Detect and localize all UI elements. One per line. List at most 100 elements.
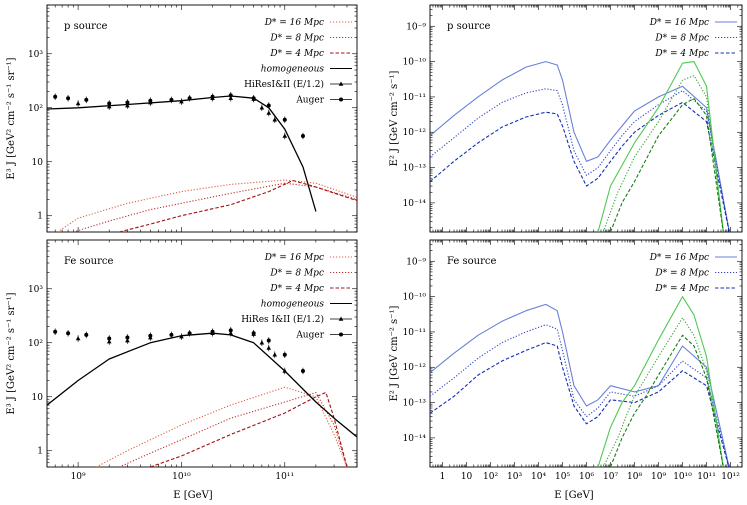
panel-p-source-gamma-flux: 10⁻¹⁴ 10⁻¹³ 10⁻¹² 10⁻¹¹ 10⁻¹⁰ 10⁻⁹ E² J [GeV c… <box>389 4 743 233</box>
x-tick-label: 10⁸ <box>627 472 642 482</box>
y-tick-label: 10⁻¹³ <box>403 399 427 409</box>
y-tick-label: 10 <box>32 158 44 168</box>
y-tick-label: 10⁻¹² <box>403 363 427 373</box>
data-point-auger <box>107 336 112 341</box>
legend-marker <box>339 332 343 337</box>
x-tick-label: 10³ <box>507 472 522 482</box>
data-point-auger <box>84 97 89 102</box>
series-line-d-8-mpc <box>430 324 730 467</box>
legend-marker <box>339 97 343 102</box>
series-line-50c850 <box>597 61 724 232</box>
data-point-auger <box>251 96 256 101</box>
data-point-auger <box>300 368 305 373</box>
x-tick-label: 10⁹ <box>71 472 86 482</box>
y-tick-label: 10³ <box>28 285 43 295</box>
legend-marker <box>338 81 344 86</box>
data-point-auger <box>66 96 71 101</box>
series-line-homogeneous <box>47 95 317 212</box>
data-point-auger <box>125 100 130 105</box>
legend-label: HiResI&II (E/1.2) <box>244 79 324 90</box>
data-point-hires-i-ii-e-1-2 <box>259 340 265 345</box>
data-point-auger <box>148 333 153 338</box>
series-group <box>430 61 730 232</box>
source-label: p source <box>447 21 491 32</box>
series-line-homogeneous <box>47 332 357 438</box>
data-point-hiresi-ii-e-1-2 <box>75 100 81 106</box>
x-tick-label: 1 <box>440 472 446 482</box>
series-line-30a030 <box>602 75 724 232</box>
data-point-auger <box>210 94 215 99</box>
data-point-hires-i-ii-e-1-2 <box>179 334 184 339</box>
x-tick-label: 10⁶ <box>579 472 594 482</box>
data-point-auger <box>125 335 130 340</box>
y-tick-label: 1 <box>37 447 43 457</box>
legend-label: D* = 8 Mpc <box>654 34 709 44</box>
x-axis-label-left: E [GeV] <box>173 490 213 501</box>
series-line-d-16-mpc <box>430 61 730 232</box>
data-point-auger <box>66 331 71 336</box>
plot-frame <box>46 239 358 468</box>
y-tick-label: 10⁻¹⁴ <box>403 434 427 444</box>
data-point-auger <box>187 96 192 101</box>
data-point-auger <box>266 103 271 108</box>
series-line-d-8-mpc <box>73 182 357 232</box>
y-tick-label: 10⁻¹² <box>403 128 427 138</box>
series-line-d-4-mpc <box>430 101 730 232</box>
panel-fe-source-gamma-flux: 10⁻¹⁴ 10⁻¹³ 10⁻¹² 10⁻¹¹ 10⁻¹⁰ 10⁻⁹ 1 10 10² 10³ 10… <box>389 239 743 482</box>
plot-frame <box>429 239 743 468</box>
y-tick-label: 10⁻¹⁰ <box>403 58 427 68</box>
panel-fe-source-cosmic-ray-flux: 1 10 10² 10³ 10⁹ 10¹⁰ 10¹¹ E³ J [GeV² cm⁻² s⁻¹ … <box>6 239 358 482</box>
data-point-hiresi-ii-e-1-2 <box>179 99 184 104</box>
legend-marker <box>338 316 344 321</box>
legend-label: D* = 16 Mpc <box>649 253 709 263</box>
series-line-d-16-mpc <box>96 386 348 467</box>
series-group <box>47 327 357 467</box>
y-tick-label: 10² <box>28 339 43 349</box>
panel-p-source-cosmic-ray-flux: 1 10 10² 10³ E³ J [GeV² cm⁻² s⁻¹ sr⁻¹] p sour… <box>6 4 358 233</box>
series-line-d-16-mpc <box>430 303 730 467</box>
x-tick-label: 10² <box>483 472 498 482</box>
legend: D* = 16 Mpc D* = 8 Mpc D* = 4 Mpc <box>649 18 737 59</box>
data-point-hiresi-ii-e-1-2 <box>272 117 278 122</box>
legend-label: D* = 16 Mpc <box>264 253 324 263</box>
legend-label: D* = 4 Mpc <box>269 49 324 59</box>
legend-label: D* = 8 Mpc <box>269 34 324 44</box>
x-tick-label: 10⁴ <box>531 472 546 482</box>
data-point-auger <box>187 331 192 336</box>
series-line-d-4-mpc <box>150 391 348 467</box>
series-line-30a030 <box>602 317 724 467</box>
data-point-auger <box>282 352 287 357</box>
legend-label: D* = 16 Mpc <box>649 18 709 28</box>
legend-label: D* = 4 Mpc <box>654 49 709 59</box>
y-tick-label: 10⁻¹³ <box>403 164 427 174</box>
data-point-auger <box>107 101 112 106</box>
x-tick-label: 10⁵ <box>555 472 570 482</box>
legend-label: homogeneous <box>261 65 325 75</box>
legend-label: Auger <box>295 331 324 341</box>
data-point-auger <box>169 97 174 102</box>
y-tick-label: 10⁻¹⁴ <box>403 199 427 209</box>
legend-label: HiRes I&II (E/1.2) <box>241 314 324 325</box>
data-point-auger <box>84 332 89 337</box>
legend-label: D* = 8 Mpc <box>654 269 709 279</box>
x-axis-label-right: E [GeV] <box>554 490 594 501</box>
data-point-auger <box>53 329 58 334</box>
data-point-auger <box>53 94 58 99</box>
x-tick-label: 10¹¹ <box>275 472 294 482</box>
x-tick-label: 10⁷ <box>603 472 618 482</box>
y-tick-label: 10⁻¹⁰ <box>403 293 427 303</box>
data-point-auger <box>148 98 153 103</box>
data-point-auger <box>300 133 305 138</box>
data-point-auger <box>266 338 271 343</box>
source-label: p source <box>64 21 108 32</box>
x-tick-label: 10¹² <box>721 472 740 482</box>
source-label: Fe source <box>64 256 113 267</box>
series-line-108010 <box>609 97 724 232</box>
data-point-auger <box>251 331 256 336</box>
legend: D* = 16 Mpc D* = 8 Mpc D* = 4 Mpc homogeneo… <box>244 18 352 106</box>
data-point-auger <box>228 328 233 333</box>
data-point-auger <box>210 329 215 334</box>
series-line-d-16-mpc <box>57 179 357 232</box>
series-line-50c850 <box>597 296 724 467</box>
